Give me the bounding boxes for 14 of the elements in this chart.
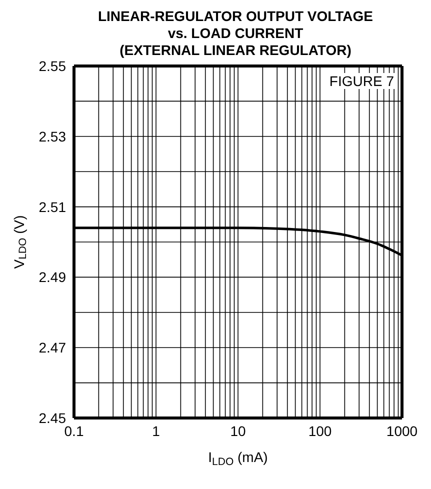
annotation: FIGURE 7 xyxy=(326,73,397,89)
x-axis-title: I$_{LDO}$ (mA) xyxy=(208,449,268,468)
x-tick-label: 10 xyxy=(230,422,246,439)
chart-title: LINEAR-REGULATOR OUTPUT VOLTAGE vs. LOAD CURRENT (EXTERNAL LINEAR REGULATOR) xyxy=(96,8,374,59)
x-tick-label: 1000 xyxy=(386,422,418,439)
x-tick-label: 100 xyxy=(308,422,332,439)
y-tick-label: 2.45 xyxy=(38,410,66,426)
x-tick-label: 0.1 xyxy=(64,422,84,439)
x-tick-label: 1 xyxy=(152,422,160,439)
y-tick-label: 2.51 xyxy=(38,198,66,215)
y-tick-label: 2.55 xyxy=(38,58,66,74)
y-tick-label: 2.49 xyxy=(38,269,66,286)
y-tick-label: 2.47 xyxy=(38,340,66,356)
y-tick-label: 2.53 xyxy=(38,128,66,144)
